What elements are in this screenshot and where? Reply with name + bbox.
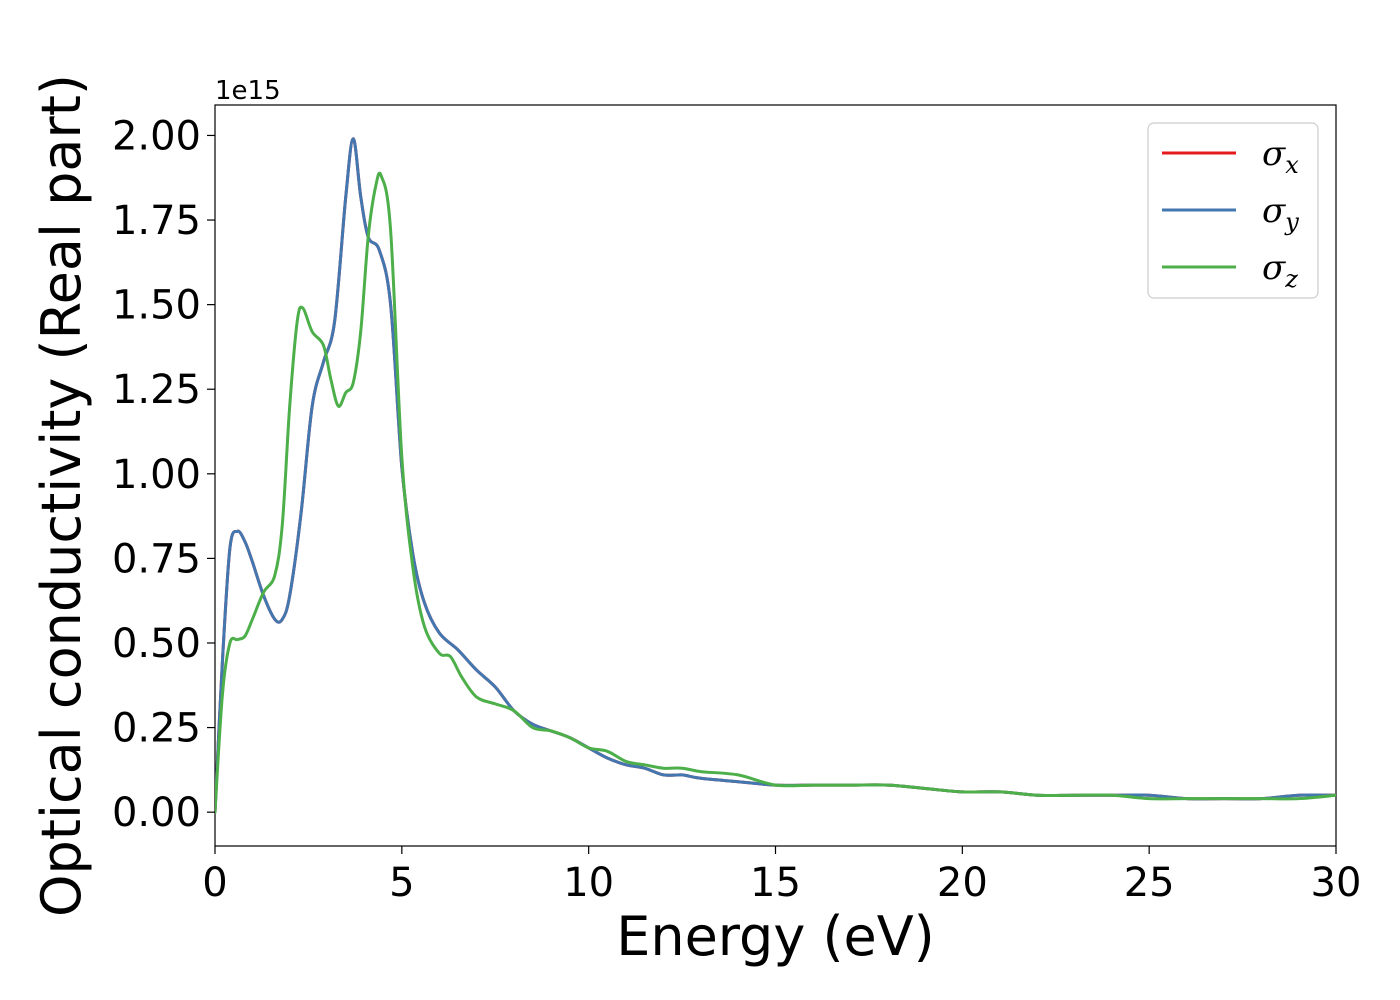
y-tick-label: 1.50 — [112, 283, 201, 329]
y-tick-label: 0.00 — [112, 790, 201, 836]
y-offset-label: 1e15 — [215, 76, 281, 106]
legend-subscript: y — [1284, 208, 1299, 236]
x-tick-label: 5 — [389, 860, 414, 906]
series-line-z — [215, 171, 1336, 814]
series-layer — [215, 137, 1336, 814]
y-axis-title: Optical conductivity (Real part) — [30, 74, 93, 917]
legend-label: σx — [1262, 134, 1299, 179]
x-tick-label: 0 — [202, 860, 227, 906]
y-tick-label: 0.75 — [112, 536, 201, 582]
x-tick-label: 10 — [563, 860, 614, 906]
x-axis: 0 5 10 15 20 25 30 — [202, 846, 1361, 906]
x-tick-label: 30 — [1311, 860, 1362, 906]
legend-symbol: σ — [1262, 134, 1286, 174]
x-tick-label: 25 — [1124, 860, 1175, 906]
legend-subscript: z — [1284, 265, 1298, 293]
legend-label: σy — [1262, 191, 1299, 236]
y-tick-label: 1.75 — [112, 198, 201, 244]
legend-subscript: x — [1285, 151, 1299, 179]
x-tick-label: 20 — [937, 860, 988, 906]
y-tick-label: 2.00 — [112, 113, 201, 159]
y-tick-label: 0.50 — [112, 621, 201, 667]
y-tick-label: 0.25 — [112, 706, 201, 752]
legend-label: σz — [1262, 248, 1298, 293]
legend-symbol: σ — [1262, 191, 1286, 231]
legend-symbol: σ — [1262, 248, 1286, 288]
y-axis: 0.00 0.25 0.50 0.75 1.00 1.25 1.50 1.75 2.00 — [112, 113, 215, 836]
y-tick-label: 1.00 — [112, 452, 201, 498]
x-axis-title: Energy (eV) — [616, 905, 935, 968]
x-tick-label: 15 — [750, 860, 801, 906]
y-tick-label: 1.25 — [112, 367, 201, 413]
